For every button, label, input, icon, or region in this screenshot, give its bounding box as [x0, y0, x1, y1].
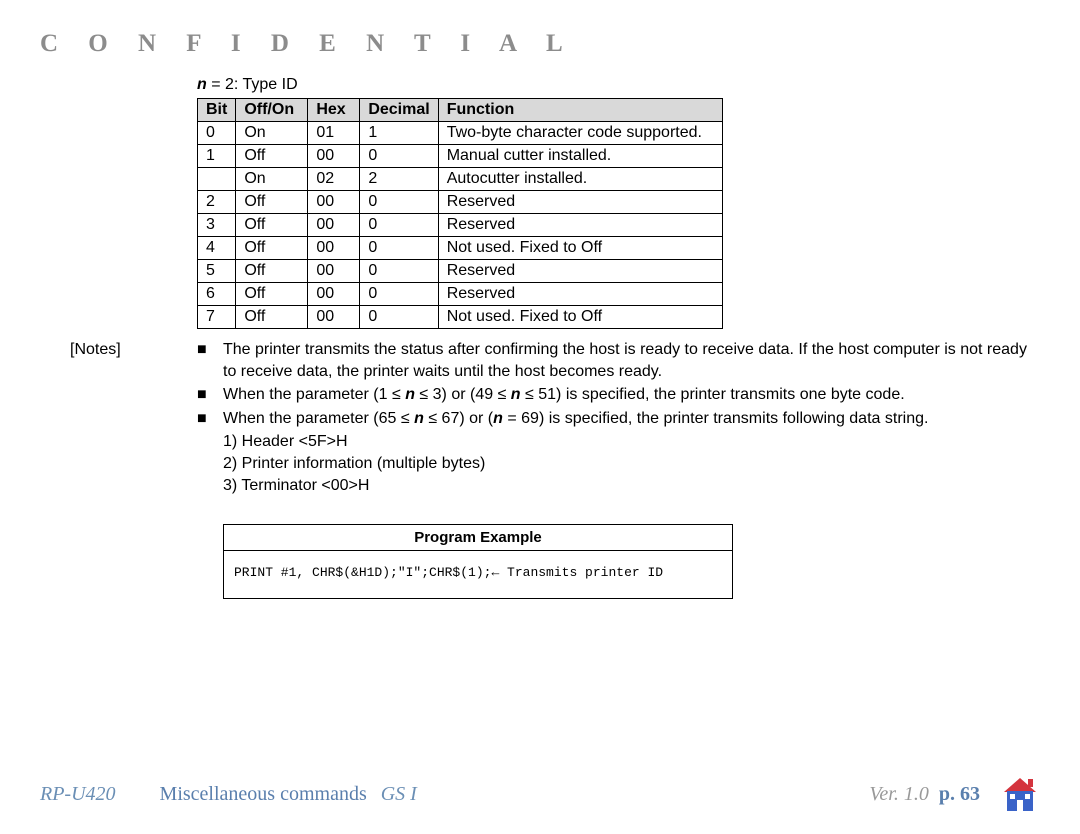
- table-cell: 0: [360, 237, 438, 260]
- notes-label: [Notes]: [40, 339, 197, 496]
- note-item: ■When the parameter (65 ≤ n ≤ 67) or (n …: [197, 408, 1030, 430]
- table-cell: 1: [360, 122, 438, 145]
- table-cell: 2: [360, 168, 438, 191]
- confidential-watermark: C O N F I D E N T I A L: [40, 30, 1040, 58]
- th-offon: Off/On: [236, 99, 308, 122]
- table-row: 1Off000Manual cutter installed.: [198, 145, 723, 168]
- home-icon[interactable]: [1000, 774, 1040, 814]
- table-cell: 7: [198, 306, 236, 329]
- n-variable: n: [414, 410, 424, 427]
- table-cell: Off: [236, 145, 308, 168]
- note-item: ■When the parameter (1 ≤ n ≤ 3) or (49 ≤…: [197, 384, 1030, 406]
- program-example-title: Program Example: [224, 525, 732, 551]
- table-cell: 00: [308, 145, 360, 168]
- note-text: When the parameter (1 ≤ n ≤ 3) or (49 ≤ …: [223, 384, 1030, 406]
- footer-section[interactable]: Miscellaneous commands: [160, 783, 367, 806]
- n-variable: n: [511, 386, 521, 403]
- table-cell: 4: [198, 237, 236, 260]
- table-cell: 0: [360, 191, 438, 214]
- table-cell: Reserved: [438, 191, 722, 214]
- note-subline: 1) Header <5F>H: [223, 431, 1030, 453]
- table-cell: 02: [308, 168, 360, 191]
- table-row: 2Off000Reserved: [198, 191, 723, 214]
- program-example-box: Program Example PRINT #1, CHR$(&H1D);"I"…: [223, 524, 733, 599]
- table-cell: 6: [198, 283, 236, 306]
- notes-section: [Notes] ■The printer transmits the statu…: [40, 339, 1040, 496]
- table-cell: 0: [360, 283, 438, 306]
- table-header-row: Bit Off/On Hex Decimal Function: [198, 99, 723, 122]
- table-cell: 00: [308, 214, 360, 237]
- note-bullet: ■: [197, 384, 223, 406]
- table-row: 3Off000Reserved: [198, 214, 723, 237]
- note-item: ■The printer transmits the status after …: [197, 339, 1030, 382]
- note-text: The printer transmits the status after c…: [223, 339, 1030, 382]
- footer-model: RP-U420: [40, 783, 116, 806]
- footer-version: Ver. 1.0: [869, 783, 928, 806]
- table-row: 0On011Two-byte character code supported.: [198, 122, 723, 145]
- table-cell: Off: [236, 214, 308, 237]
- footer-gs: GS I: [381, 783, 417, 806]
- footer-page: p. 63: [939, 783, 980, 806]
- table-cell: On: [236, 168, 308, 191]
- table-row: 6Off000Reserved: [198, 283, 723, 306]
- table-cell: Off: [236, 306, 308, 329]
- table-row: On022Autocutter installed.: [198, 168, 723, 191]
- table-cell: Autocutter installed.: [438, 168, 722, 191]
- notes-content: ■The printer transmits the status after …: [197, 339, 1040, 496]
- table-cell: 00: [308, 306, 360, 329]
- note-text: When the parameter (65 ≤ n ≤ 67) or (n =…: [223, 408, 1030, 430]
- table-cell: 0: [360, 260, 438, 283]
- table-row: 4Off000Not used. Fixed to Off: [198, 237, 723, 260]
- note-bullet: ■: [197, 339, 223, 382]
- th-bit: Bit: [198, 99, 236, 122]
- n-variable: n: [405, 386, 415, 403]
- table-cell: 00: [308, 260, 360, 283]
- program-example-code: PRINT #1, CHR$(&H1D);"I";CHR$(1);← Trans…: [224, 551, 732, 598]
- table-cell: 3: [198, 214, 236, 237]
- page-footer: RP-U420 Miscellaneous commands GS I Ver.…: [0, 774, 1080, 814]
- table-cell: 00: [308, 283, 360, 306]
- caption-rest: = 2: Type ID: [207, 76, 298, 93]
- table-caption: n = 2: Type ID: [197, 76, 1040, 94]
- table-cell: [198, 168, 236, 191]
- table-cell: 0: [360, 145, 438, 168]
- table-cell: 1: [198, 145, 236, 168]
- table-cell: 0: [360, 214, 438, 237]
- table-row: 5Off000Reserved: [198, 260, 723, 283]
- note-subline: 2) Printer information (multiple bytes): [223, 453, 1030, 475]
- table-cell: Off: [236, 237, 308, 260]
- bit-table: Bit Off/On Hex Decimal Function 0On011Tw…: [197, 98, 723, 329]
- table-cell: On: [236, 122, 308, 145]
- table-cell: Not used. Fixed to Off: [438, 306, 722, 329]
- table-cell: 0: [360, 306, 438, 329]
- th-hex: Hex: [308, 99, 360, 122]
- table-cell: Reserved: [438, 214, 722, 237]
- table-row: 7Off000Not used. Fixed to Off: [198, 306, 723, 329]
- caption-n: n: [197, 76, 207, 93]
- table-cell: Reserved: [438, 283, 722, 306]
- table-cell: 5: [198, 260, 236, 283]
- note-subline: 3) Terminator <00>H: [223, 475, 1030, 497]
- table-cell: 2: [198, 191, 236, 214]
- table-cell: Off: [236, 191, 308, 214]
- th-decimal: Decimal: [360, 99, 438, 122]
- n-variable: n: [493, 410, 503, 427]
- table-cell: Reserved: [438, 260, 722, 283]
- table-cell: 00: [308, 191, 360, 214]
- note-bullet: ■: [197, 408, 223, 430]
- th-function: Function: [438, 99, 722, 122]
- table-cell: 00: [308, 237, 360, 260]
- table-cell: Off: [236, 260, 308, 283]
- table-cell: Two-byte character code supported.: [438, 122, 722, 145]
- table-cell: 0: [198, 122, 236, 145]
- table-cell: Not used. Fixed to Off: [438, 237, 722, 260]
- table-cell: Off: [236, 283, 308, 306]
- table-cell: Manual cutter installed.: [438, 145, 722, 168]
- table-cell: 01: [308, 122, 360, 145]
